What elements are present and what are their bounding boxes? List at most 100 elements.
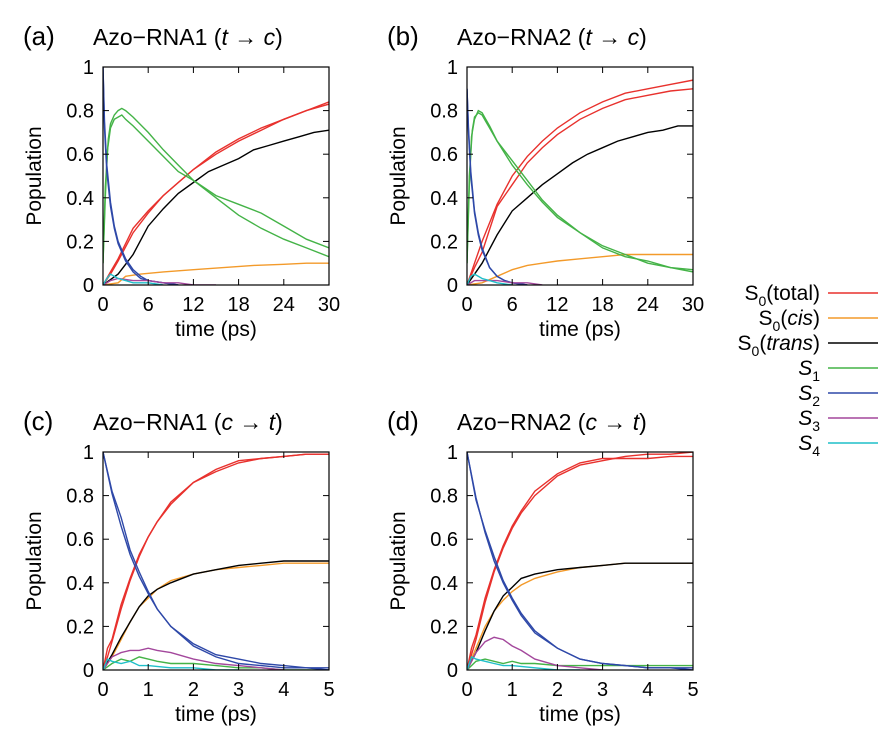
x-axis-label: time (ps) xyxy=(539,318,621,341)
legend-label: S0(total) xyxy=(744,282,820,309)
series-s0-total-fit xyxy=(103,103,329,285)
y-tick-label: 0.8 xyxy=(66,101,94,123)
y-tick-label: 0 xyxy=(83,275,94,297)
x-tick-label: 6 xyxy=(143,294,154,316)
panels: (a) Azo−RNA1 (t → c)00.20.40.60.810 6 12 18 2… xyxy=(23,21,704,726)
y-tick-label: 0.4 xyxy=(430,573,458,595)
series-s2 xyxy=(103,67,179,285)
series-s2-fit xyxy=(467,452,693,670)
series-s3 xyxy=(467,636,603,670)
panel-label: (d) xyxy=(387,406,419,436)
legend-label: S0(cis) xyxy=(759,307,820,334)
x-tick-label: 30 xyxy=(318,294,340,316)
panel-label: (c) xyxy=(23,406,53,436)
legend-label: S1 xyxy=(798,357,820,384)
y-tick-label: 1 xyxy=(447,442,458,464)
y-tick-label: 0.6 xyxy=(430,529,458,551)
y-axis-label: Population xyxy=(387,126,410,225)
panel-label: (b) xyxy=(387,21,419,51)
x-tick-label: 4 xyxy=(278,679,289,701)
x-tick-label: 6 xyxy=(507,294,518,316)
series-s4 xyxy=(103,273,164,285)
series-lines xyxy=(103,67,329,285)
legend-entry: S2 xyxy=(798,382,878,409)
x-tick-label: 5 xyxy=(323,679,334,701)
x-tick-label: 2 xyxy=(188,679,199,701)
y-tick-label: 0 xyxy=(447,660,458,682)
y-tick-label: 0.8 xyxy=(66,486,94,508)
plot-frame xyxy=(102,451,330,671)
legend-label: S0(trans) xyxy=(738,332,821,359)
y-tick-label: 0.6 xyxy=(66,144,94,166)
legend-entry: S1 xyxy=(798,357,878,384)
plot-frame xyxy=(466,66,694,286)
series-s0-total-fit xyxy=(467,79,693,285)
y-tick-label: 0 xyxy=(83,660,94,682)
series-s4 xyxy=(467,655,580,670)
x-tick-label: 30 xyxy=(682,294,704,316)
x-tick-label: 3 xyxy=(597,679,608,701)
panel-d: (d) Azo−RNA2 (c → t) 0 0.2 0.4 0.6 0.8 1 0 1 2 3 4 5 t… xyxy=(387,406,699,726)
legend-label: S3 xyxy=(798,407,820,434)
legend-label: S4 xyxy=(798,432,820,459)
x-tick-label: 1 xyxy=(143,679,154,701)
x-tick-label: 2 xyxy=(552,679,563,701)
series-s2-fit xyxy=(467,88,528,285)
x-tick-label: 5 xyxy=(687,679,698,701)
series-s4 xyxy=(467,273,513,285)
x-tick-label: 18 xyxy=(591,294,613,316)
panel-title: Azo−RNA2 (c → t) xyxy=(457,409,647,435)
legend-entry: S0(total) xyxy=(744,282,878,309)
x-axis-label: time (ps) xyxy=(539,703,621,726)
plot-frame xyxy=(102,66,330,286)
x-tick-label: 18 xyxy=(227,294,249,316)
y-tick-label: 0.2 xyxy=(66,231,94,253)
y-tick-label: 0.4 xyxy=(430,188,458,210)
series-s2-fit xyxy=(103,67,179,285)
legend-entry: S4 xyxy=(798,432,878,459)
y-tick-label: 0.6 xyxy=(430,144,458,166)
series-s2 xyxy=(467,88,528,285)
x-tick-label: 1 xyxy=(507,679,518,701)
x-tick-label: 0 xyxy=(97,679,108,701)
panel-title: Azo−RNA2 (t → c) xyxy=(457,24,647,50)
y-axis-label: Population xyxy=(387,511,410,610)
panel-title: Azo−RNA1 (c → t) xyxy=(93,409,283,435)
y-axis-label: Population xyxy=(23,126,46,225)
series-s0-trans- xyxy=(103,129,329,285)
series-s0-total- xyxy=(467,88,693,285)
y-tick-label: 1 xyxy=(83,442,94,464)
y-tick-label: 0.2 xyxy=(66,616,94,638)
series-s0-cis- xyxy=(103,262,329,285)
series-lines xyxy=(467,452,693,670)
y-axis-label: Population xyxy=(23,511,46,610)
series-s2-fit xyxy=(103,452,329,670)
legend-entry: S0(cis) xyxy=(759,307,878,334)
series-s0-cis- xyxy=(467,253,693,285)
series-s0-cis- xyxy=(467,562,693,670)
panel-c: (c) Azo−RNA1 (c → t) 0 0.2 0.4 0.6 0.8 1 0 1 2 3 4 5 t… xyxy=(23,406,335,726)
x-tick-label: 0 xyxy=(461,679,472,701)
series-s0-total-fit xyxy=(467,452,693,670)
legend-label: S2 xyxy=(798,382,820,409)
x-axis-label: time (ps) xyxy=(175,703,257,726)
series-s1 xyxy=(467,109,693,271)
y-tick-label: 0.8 xyxy=(430,101,458,123)
x-tick-label: 3 xyxy=(233,679,244,701)
x-tick-label: 12 xyxy=(182,294,204,316)
panel-a: (a) Azo−RNA1 (t → c) 0 0.2 0.4 0.6 0.8 1 0 6 12 18 2… xyxy=(23,21,340,341)
series-s0-trans- xyxy=(467,125,693,285)
x-tick-label: 4 xyxy=(642,679,653,701)
plot-frame xyxy=(466,451,694,671)
y-tick-label: 0.8 xyxy=(430,486,458,508)
series-lines xyxy=(467,79,693,285)
y-tick-label: 1 xyxy=(83,57,94,79)
x-tick-label: 0 xyxy=(461,294,472,316)
series-s0-trans- xyxy=(103,560,329,670)
y-tick-label: 0.4 xyxy=(66,573,94,595)
y-tick-label: 0.2 xyxy=(430,231,458,253)
series-s1-fit xyxy=(103,107,329,264)
y-tick-label: 0.4 xyxy=(66,188,94,210)
